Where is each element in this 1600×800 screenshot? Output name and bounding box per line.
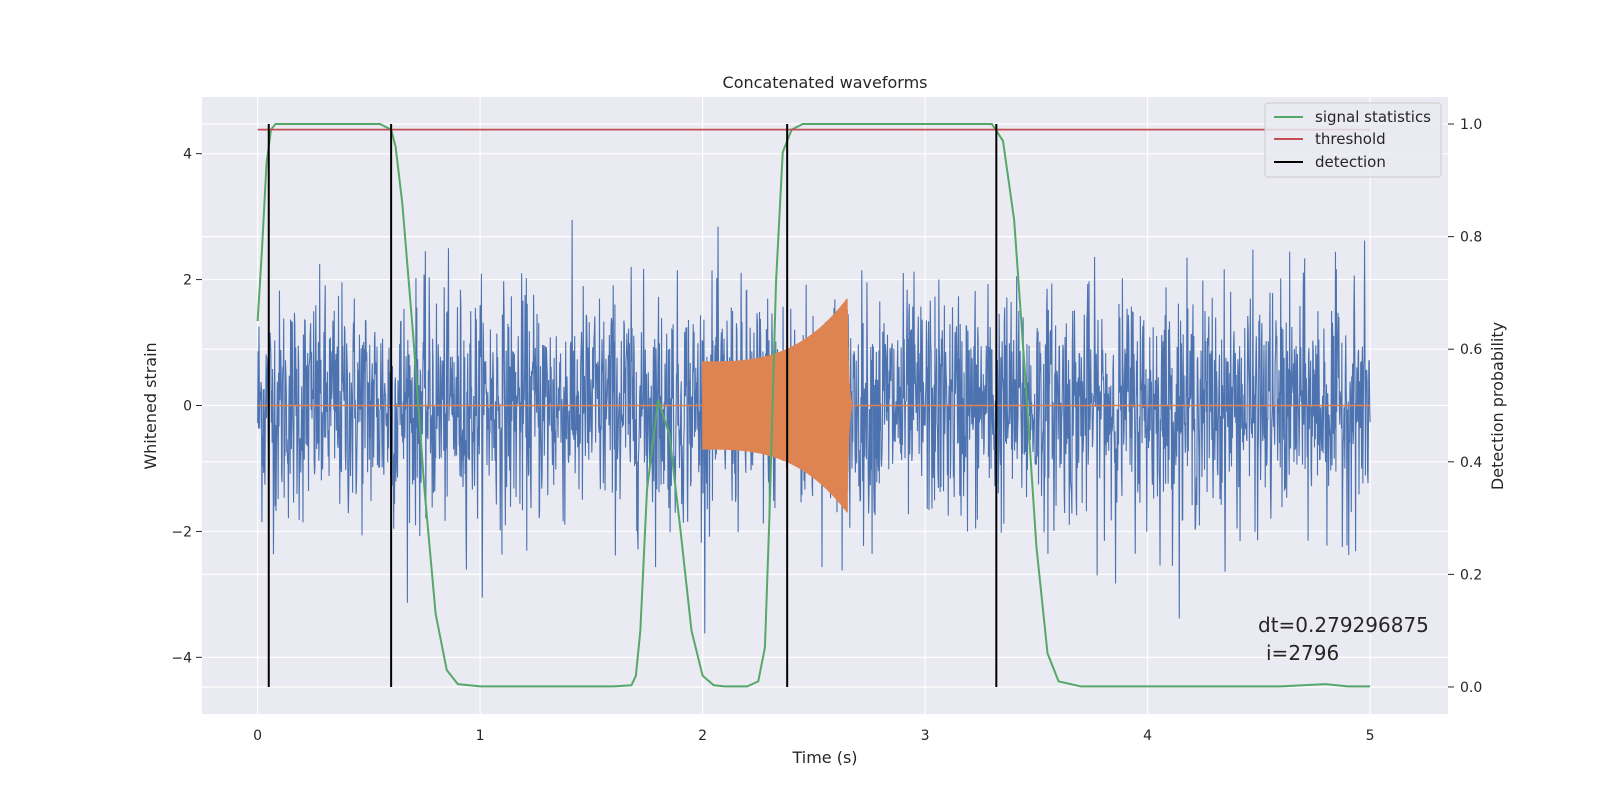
legend-label-detection: detection [1315,153,1386,171]
x-tick-label: 1 [476,728,485,744]
injected-waveform-series [257,298,1371,513]
chart-title: Concatenated waveforms [723,73,928,92]
annotation-dt: dt=0.279296875 [1258,613,1429,637]
x-tick-label: 4 [1143,728,1152,744]
y2-tick-label: 0.0 [1460,680,1482,696]
x-tick-label: 2 [698,728,707,744]
legend-label-threshold: threshold [1315,130,1386,148]
signal-statistics-line [256,123,1371,688]
x-tick-label: 0 [253,728,262,744]
y-tick-label: −4 [171,650,192,666]
x-axis-label: Time (s) [791,748,857,767]
x-tick-label: 3 [921,728,930,744]
injected-waveform-line [702,298,853,513]
y-tick-label: 4 [183,147,192,163]
y2-tick-label: 0.4 [1460,455,1482,471]
legend-box [1264,102,1442,178]
y2-axis-label: Detection probability [1488,322,1507,490]
detection-series [256,123,1371,688]
y-axis-label: Whitened strain [141,342,160,469]
y-tick-label: 0 [183,399,192,415]
legend: signal statistics threshold detection [1264,102,1442,178]
legend-label-signal-statistics: signal statistics [1315,108,1431,126]
x-tick-label: 5 [1366,728,1375,744]
y2-tick-label: 0.6 [1460,342,1482,358]
y2-tick-label: 0.8 [1460,230,1482,246]
y-tick-label: −2 [171,524,192,540]
axis-ticks: 0 1 2 3 4 5 −4 −2 0 2 4 0.0 0.2 0.4 0.6 0.8 1.0 [171,117,1482,744]
y2-tick-label: 0.2 [1460,567,1482,583]
annotation-i: i=2796 [1266,641,1339,665]
y2-tick-label: 1.0 [1460,117,1482,133]
y-tick-label: 2 [183,273,192,289]
